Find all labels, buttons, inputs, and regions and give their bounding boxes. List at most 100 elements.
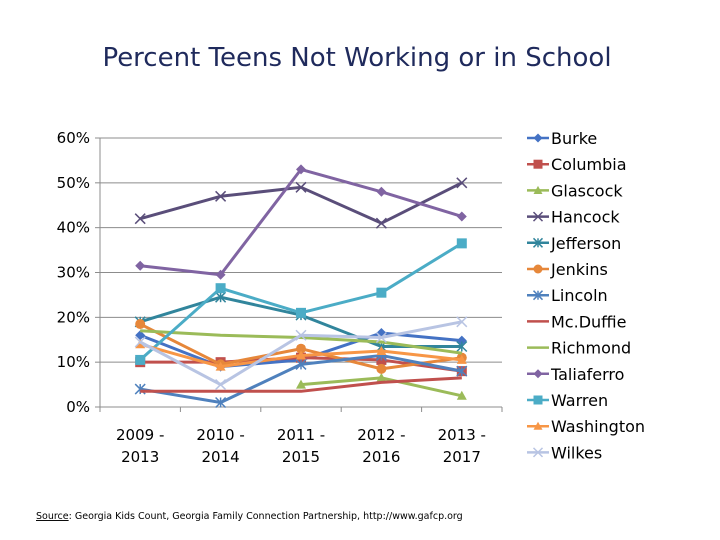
legend-item: Hancock [527, 208, 620, 227]
legend-label: Hancock [551, 208, 620, 227]
data-point [456, 211, 467, 222]
y-tick-label: 60% [57, 129, 90, 147]
data-point [134, 213, 146, 225]
y-tick-label: 10% [57, 353, 90, 371]
data-point [215, 283, 226, 294]
data-point [376, 287, 387, 298]
data-point [296, 343, 306, 354]
series-line [140, 167, 463, 277]
data-point [296, 164, 306, 175]
data-point [533, 369, 543, 379]
legend: Burke Columbia Glascock Hancock Jefferson Jen… [527, 129, 645, 462]
data-point [532, 447, 544, 458]
data-point [215, 379, 227, 391]
data-point [215, 269, 226, 280]
data-point [376, 372, 387, 382]
data-point [296, 350, 306, 360]
data-point [215, 190, 227, 202]
legend-label: Lincoln [551, 286, 608, 305]
series-washington [135, 339, 467, 371]
data-point [533, 133, 543, 143]
legend-label: Glascock [551, 181, 623, 200]
legend-label: Jefferson [550, 234, 621, 253]
data-point [375, 331, 387, 344]
legend-item: Taliaferro [527, 365, 624, 384]
data-point [215, 291, 227, 303]
data-point [376, 345, 387, 355]
data-point [215, 361, 226, 371]
legend-label: Washington [551, 417, 645, 436]
legend-label: Jenkins [550, 260, 608, 279]
data-point [134, 336, 146, 348]
legend-label: Taliaferro [550, 365, 624, 384]
data-point [376, 363, 387, 374]
source-label: Source [36, 511, 69, 522]
data-point [375, 217, 387, 229]
data-point [295, 181, 307, 193]
series-line [139, 295, 462, 348]
legend-item: Washington [527, 417, 645, 436]
legend-label: Columbia [551, 155, 627, 174]
x-tick-label: 2013 -2017 [438, 426, 486, 466]
legend-item: Jefferson [527, 234, 621, 253]
y-tick-label: 20% [57, 308, 90, 326]
data-point [533, 185, 543, 194]
data-point [135, 330, 146, 341]
x-tick-label: 2009 -2013 [116, 426, 164, 466]
y-tick-label: 30% [57, 264, 90, 282]
series-lines [134, 164, 468, 409]
series-line [139, 242, 463, 362]
series-wilkes [134, 316, 468, 391]
chart-title: Percent Teens Not Working or in School [102, 43, 611, 73]
series-taliaferro [135, 164, 467, 280]
legend-label: Mc.Duffie [551, 312, 626, 331]
legend-label: Burke [551, 129, 597, 148]
data-point [456, 238, 467, 249]
legend-item: Richmond [527, 339, 631, 358]
y-tick-label: 0% [66, 398, 90, 416]
source-note: Source: Georgia Kids Count, Georgia Fami… [36, 511, 463, 522]
data-point [135, 319, 146, 330]
legend-item: Lincoln [527, 286, 608, 305]
data-point [532, 211, 544, 222]
legend-label: Richmond [551, 339, 631, 358]
legend-item: Glascock [527, 181, 623, 200]
legend-label: Warren [551, 391, 608, 410]
data-point [456, 340, 468, 353]
data-point [532, 237, 544, 248]
data-point [456, 316, 468, 328]
data-point [295, 358, 307, 370]
data-point [533, 264, 543, 274]
x-tick-label: 2010 -2014 [196, 426, 244, 466]
data-point [135, 339, 146, 349]
series-line [140, 329, 463, 355]
legend-item: Mc.Duffie [527, 312, 626, 331]
data-point [296, 379, 306, 389]
series-mc-duffie [140, 376, 462, 393]
legend-item: Columbia [527, 155, 627, 174]
data-point [295, 329, 307, 341]
data-point [456, 177, 468, 189]
y-tick-label: 50% [57, 174, 90, 192]
legend-item: Jenkins [527, 260, 608, 279]
data-point [456, 365, 468, 377]
data-point [532, 290, 544, 301]
data-point [533, 421, 543, 430]
data-point [376, 186, 387, 197]
series-line [140, 376, 462, 393]
legend-item: Warren [527, 391, 608, 410]
legend-item: Wilkes [527, 443, 602, 462]
data-point [456, 354, 467, 364]
axes: 0% 10% 20% 30% 40% 50% 60% 2009 -2013 2010 -2014… [57, 129, 503, 466]
legend-item: Burke [527, 129, 597, 148]
legend-label: Wilkes [551, 443, 602, 462]
series-warren [135, 238, 467, 365]
y-tick-label: 40% [57, 219, 90, 237]
series-hancock [134, 177, 468, 229]
series-glascock [296, 372, 467, 400]
data-point [533, 159, 543, 169]
source-text: : Georgia Kids Count, Georgia Family Con… [69, 511, 463, 522]
data-point [533, 395, 543, 405]
x-tick-label: 2012 -2016 [357, 426, 405, 466]
